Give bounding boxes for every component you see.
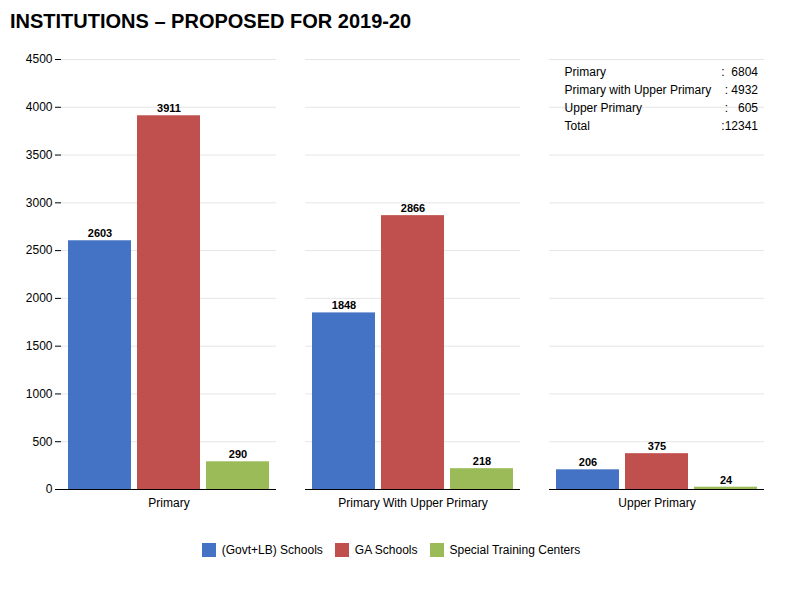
svg-text:24: 24 bbox=[720, 474, 733, 486]
html-text:Special Training Centers: Special Training Centers bbox=[449, 542, 581, 557]
svg-text:500: 500 bbox=[32, 435, 52, 449]
svg-text:0: 0 bbox=[46, 482, 53, 496]
html-text:(Govt+LB) Schools: (Govt+LB) Schools bbox=[221, 542, 323, 557]
svg-text:1500: 1500 bbox=[26, 339, 53, 353]
svg-text:4500: 4500 bbox=[26, 52, 53, 66]
svg-text:2603: 2603 bbox=[88, 227, 112, 239]
svg-text:2000: 2000 bbox=[26, 291, 53, 305]
svg-text:3911: 3911 bbox=[157, 102, 181, 114]
html-text:: 605: : 605 bbox=[724, 101, 758, 115]
svg-text:1000: 1000 bbox=[26, 387, 53, 401]
svg-text:3000: 3000 bbox=[26, 196, 53, 210]
svg-text:2500: 2500 bbox=[26, 243, 53, 257]
svg-text:Primary: Primary bbox=[148, 496, 189, 510]
html-text:Upper Primary: Upper Primary bbox=[564, 101, 642, 115]
html-text::12341: :12341 bbox=[721, 119, 758, 133]
svg-text:3500: 3500 bbox=[26, 148, 53, 162]
svg-text:1848: 1848 bbox=[332, 299, 356, 311]
html-text:Primary: Primary bbox=[564, 65, 606, 79]
svg-text:290: 290 bbox=[229, 448, 247, 460]
html-text:: 6804: : 6804 bbox=[721, 65, 758, 79]
svg-text:Upper Primary: Upper Primary bbox=[618, 496, 695, 510]
html-text:GA Schools: GA Schools bbox=[354, 542, 418, 557]
html-text:Total: Total bbox=[564, 119, 590, 133]
html-text:: 4932: : 4932 bbox=[724, 83, 758, 97]
svg-text:4000: 4000 bbox=[26, 100, 53, 114]
html-text:Primary with Upper Primary: Primary with Upper Primary bbox=[564, 83, 712, 97]
svg-text:Primary With Upper Primary: Primary With Upper Primary bbox=[338, 496, 487, 510]
svg-text:2866: 2866 bbox=[401, 202, 425, 214]
svg-text:375: 375 bbox=[648, 440, 666, 452]
svg-text:206: 206 bbox=[579, 456, 597, 468]
html-text:INSTITUTIONS – PROPOSED FOR 20: INSTITUTIONS – PROPOSED FOR 2019-20 bbox=[10, 10, 412, 32]
svg-text:218: 218 bbox=[473, 455, 491, 467]
